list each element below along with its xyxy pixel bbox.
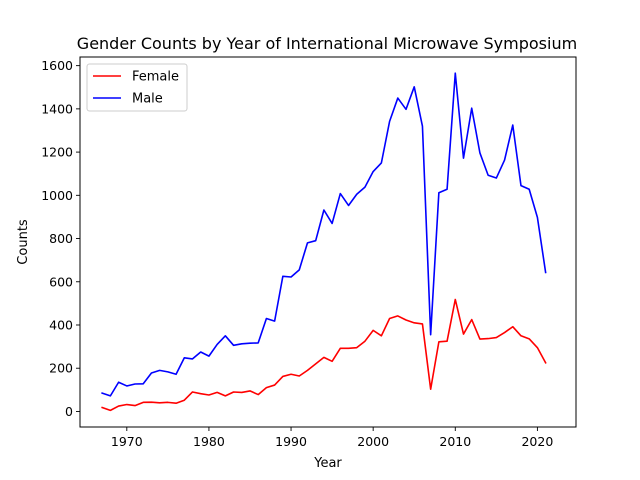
y-tick-label: 1600 <box>41 58 73 73</box>
y-tick-label: 400 <box>49 317 73 332</box>
series-layer <box>101 72 547 412</box>
legend-label-male: Male <box>132 92 163 107</box>
plot-frame <box>79 56 577 428</box>
y-tick-label: 1400 <box>41 101 73 116</box>
x-tick-label: 2010 <box>439 434 471 449</box>
x-tick-label: 2000 <box>357 434 389 449</box>
x-tick-label: 1970 <box>111 434 143 449</box>
y-axis: 0 200 400 600 800 1000 1200 1400 1600 <box>41 58 80 419</box>
legend: Female Male <box>86 63 188 112</box>
x-tick-label: 1980 <box>193 434 225 449</box>
x-tick-label: 1990 <box>275 434 307 449</box>
series-line-male <box>101 72 547 397</box>
series-line-female <box>101 298 547 412</box>
x-axis: 1970 1980 1990 2000 2010 2020 <box>111 427 553 449</box>
y-axis-label: Counts <box>16 219 31 265</box>
y-tick-label: 1000 <box>41 188 73 203</box>
y-tick-label: 600 <box>49 274 73 289</box>
chart-title: Gender Counts by Year of International M… <box>77 34 577 53</box>
x-axis-label: Year <box>313 456 342 471</box>
y-tick-label: 800 <box>49 231 73 246</box>
legend-label-female: Female <box>132 70 179 85</box>
x-tick-label: 2020 <box>521 434 553 449</box>
y-tick-label: 1200 <box>41 145 73 160</box>
y-tick-label: 0 <box>65 404 73 419</box>
y-tick-label: 200 <box>49 361 73 376</box>
